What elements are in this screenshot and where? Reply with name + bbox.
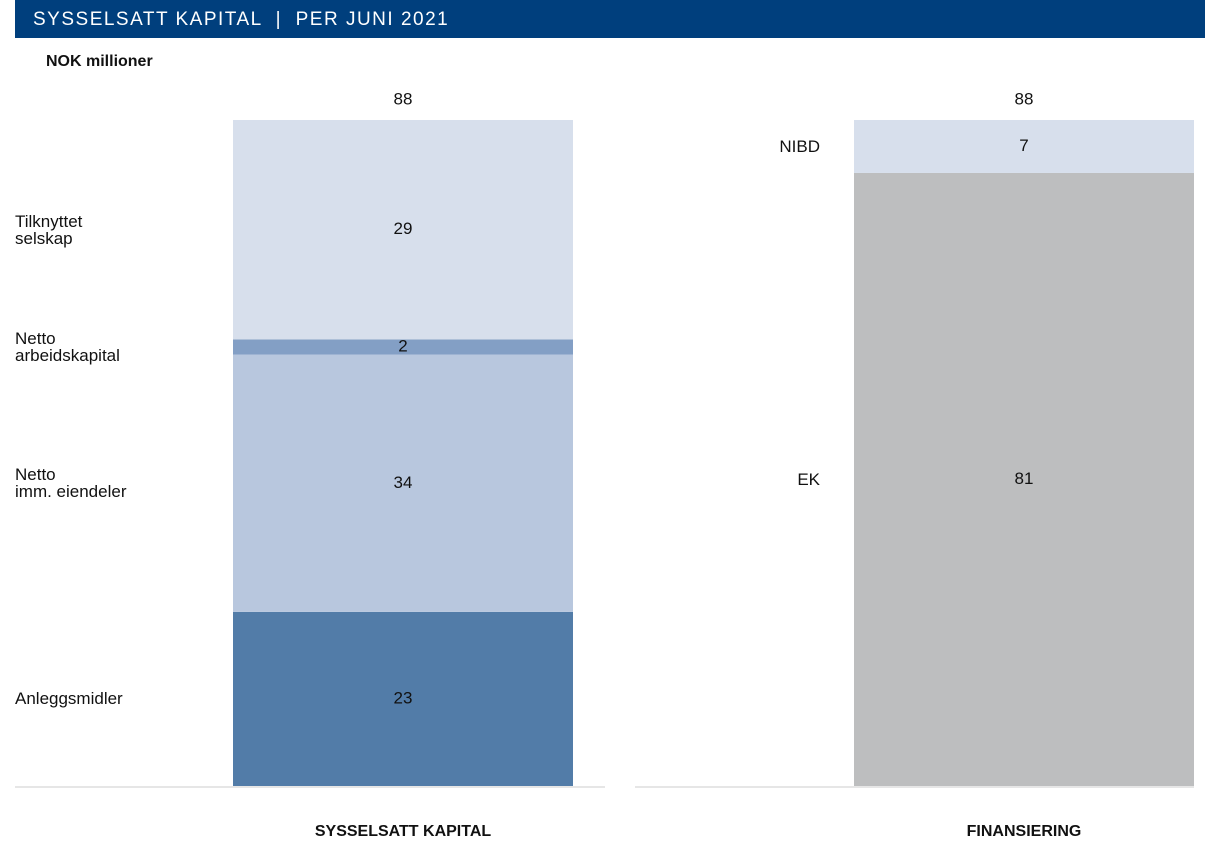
segment-label: Tilknyttet selskap xyxy=(15,211,83,248)
category-label: FINANSIERING xyxy=(967,823,1082,840)
segment-label: Anleggsmidler xyxy=(15,689,123,709)
bar-segment xyxy=(233,611,573,786)
category-label: SYSSELSATT KAPITAL xyxy=(315,823,492,840)
header-bar: SYSSELSATT KAPITAL | PER JUNI 2021 xyxy=(15,0,1205,38)
bar-segment xyxy=(854,120,1194,173)
segment-label: EK xyxy=(797,469,820,489)
value-label: 81 xyxy=(1015,469,1034,488)
segment-label: Netto arbeidskapital xyxy=(15,329,120,366)
value-label: 7 xyxy=(1019,136,1028,155)
bar-segment xyxy=(854,172,1194,786)
header-title: SYSSELSATT KAPITAL | PER JUNI 2021 xyxy=(33,9,450,30)
segment-label: NIBD xyxy=(779,136,820,156)
value-label: 23 xyxy=(394,688,413,707)
segment-label: Netto imm. eiendeler xyxy=(15,465,127,502)
total-label: 88 xyxy=(1015,89,1034,108)
bar-segment xyxy=(233,354,573,612)
value-label: 34 xyxy=(394,473,413,492)
value-label: 2 xyxy=(398,337,407,356)
value-label: 29 xyxy=(394,219,413,238)
total-label: 88 xyxy=(394,89,413,108)
subtitle: NOK millioner xyxy=(46,53,153,70)
bar-segment xyxy=(233,120,573,340)
bar-segment xyxy=(233,339,573,355)
